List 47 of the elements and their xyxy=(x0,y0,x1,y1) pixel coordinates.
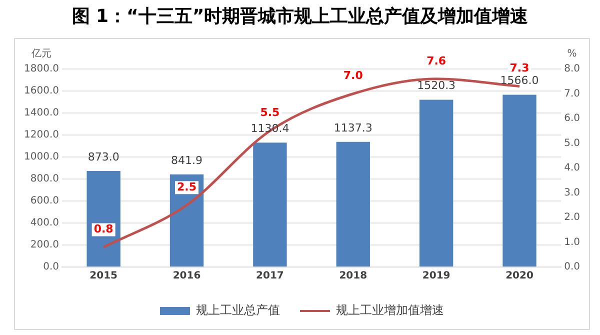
chart-title: 图 1：“十三五”时期晋城市规上工业总产值及增加值增速 xyxy=(70,5,530,29)
y-tick-label: 1800.0 xyxy=(24,64,59,75)
data-label: 1520.3 xyxy=(417,79,456,92)
y2-tick-label: 7.0 xyxy=(564,88,580,100)
data-label: 873.0 xyxy=(88,150,120,164)
y2-tick-label: 0.0 xyxy=(564,262,580,273)
data-label: 7.0 xyxy=(343,69,364,82)
x-tick-label: 2016 xyxy=(172,270,201,282)
y2-tick-label: 1.0 xyxy=(564,236,580,248)
y-tick-label: 200.0 xyxy=(30,240,59,251)
bar xyxy=(170,174,204,266)
y-tick-label: 1400.0 xyxy=(24,108,59,119)
bar xyxy=(86,170,120,266)
y2-tick-label: 5.0 xyxy=(564,138,580,149)
y2-axis-title: % xyxy=(567,48,577,60)
bar xyxy=(336,142,370,266)
y-tick-label: 1000.0 xyxy=(24,152,59,163)
y-tick-label: 600.0 xyxy=(30,196,59,207)
x-tick-label: 2018 xyxy=(339,270,368,282)
legend-label: 规上工业总产值 xyxy=(196,303,280,318)
data-label: 1566.0 xyxy=(500,74,539,88)
data-label: 0.8 xyxy=(94,222,114,236)
legend-label: 规上工业增加值增速 xyxy=(336,303,444,318)
y-tick-label: 1600.0 xyxy=(24,86,59,97)
x-tick-label: 2015 xyxy=(90,270,118,282)
y-tick-label: 800.0 xyxy=(30,174,59,185)
y-tick-label: 1200.0 xyxy=(24,130,59,141)
data-label: 5.5 xyxy=(260,106,280,120)
bar xyxy=(419,100,454,266)
y2-tick-label: 6.0 xyxy=(564,113,580,124)
x-tick-label: 2019 xyxy=(422,270,450,282)
y2-tick-label: 4.0 xyxy=(564,162,580,174)
y-tick-label: 400.0 xyxy=(30,218,59,229)
data-label: 7.3 xyxy=(510,62,530,75)
bar xyxy=(253,142,287,266)
data-label: 1137.3 xyxy=(334,121,372,134)
data-label: 841.9 xyxy=(171,154,203,167)
x-tick-label: 2020 xyxy=(506,270,534,282)
data-label: 7.6 xyxy=(426,54,446,68)
data-label: 2.5 xyxy=(177,180,197,194)
x-tick-label: 2017 xyxy=(256,270,284,282)
y2-tick-label: 3.0 xyxy=(564,187,580,198)
y-tick-label: 0.0 xyxy=(43,262,59,273)
y2-tick-label: 2.0 xyxy=(564,212,580,224)
bar xyxy=(502,94,536,266)
y-axis-title: 亿元 xyxy=(30,48,52,60)
y2-tick-label: 8.0 xyxy=(564,64,580,75)
